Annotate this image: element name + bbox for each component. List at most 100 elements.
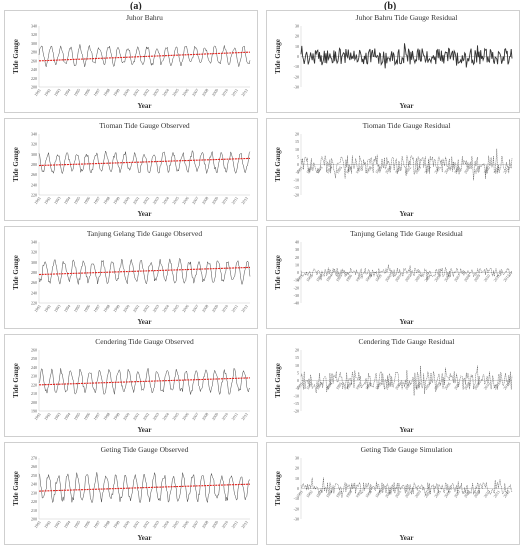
x-tick-label: 2009 <box>211 520 220 529</box>
y-tick-label: 320 <box>31 250 37 255</box>
y-tick-label: 300 <box>31 152 37 157</box>
x-tick-label: 1994 <box>63 520 72 529</box>
x-tick-label: 2009 <box>473 165 482 174</box>
y-tick-label: 20 <box>295 34 299 39</box>
x-axis-label: Year <box>400 102 414 110</box>
chart-title: Tanjung Gelang Tide Gauge Residual <box>350 229 463 238</box>
y-tick-label: -10 <box>294 393 299 398</box>
x-tick-label: 2012 <box>240 88 249 97</box>
x-tick-label: 2006 <box>443 165 452 174</box>
y-tick-label: -30 <box>294 85 299 90</box>
trend-line <box>38 377 251 386</box>
x-tick-label: 1993 <box>53 520 62 529</box>
x-tick-label: 2003 <box>413 165 422 174</box>
chart-title: Juhor Bahru <box>126 13 163 22</box>
x-tick-label: 1994 <box>63 196 72 205</box>
x-tick-label: 2012 <box>240 520 249 529</box>
x-tick-label: 2005 <box>433 381 442 390</box>
x-tick-label: 2004 <box>161 520 170 529</box>
y-tick-label: -10 <box>294 496 299 501</box>
chart-title: Tanjung Gelang Tide Gauge Observed <box>87 229 203 238</box>
x-tick-label: 2002 <box>142 88 151 97</box>
y-axis-label: Tide Gauge <box>12 363 20 398</box>
chart-title: Juhor Bahru Tide Gauge Residual <box>356 13 458 22</box>
x-tick-label: 2008 <box>463 273 472 282</box>
y-tick-label: 0 <box>297 270 299 275</box>
x-tick-label: 1999 <box>112 88 121 97</box>
x-tick-label: 2008 <box>463 165 472 174</box>
y-tick-label: 210 <box>31 508 37 513</box>
y-tick-label: 230 <box>31 490 37 495</box>
x-tick-label: 2004 <box>161 196 170 205</box>
x-tick-label: 1997 <box>354 273 363 282</box>
chart-panel: Geting Tide Gauge Observed Tide Gauge Year… <box>4 442 258 545</box>
x-tick-label: 1991 <box>33 196 42 205</box>
chart-panel: Juhor Bahru Tide Gauge Year 200 220 240 260 280… <box>4 10 258 113</box>
y-tick-label: 0 <box>297 54 299 59</box>
x-tick-label: 2000 <box>384 489 393 498</box>
x-tick-label: 2012 <box>240 412 249 421</box>
x-tick-label: 2002 <box>142 304 151 313</box>
x-tick-label: 1999 <box>374 489 383 498</box>
y-tick-label: -20 <box>294 193 299 198</box>
x-tick-label: 2009 <box>211 412 220 421</box>
x-tick-label: 2008 <box>463 489 472 498</box>
observed-line <box>38 367 251 396</box>
y-tick-label: -10 <box>294 177 299 182</box>
x-tick-label: 2006 <box>181 196 190 205</box>
x-tick-label: 2001 <box>132 520 141 529</box>
x-tick-label: 2005 <box>171 196 180 205</box>
x-axis-label: Year <box>400 210 414 218</box>
x-tick-label: 2008 <box>201 196 210 205</box>
y-tick-label: 340 <box>31 24 37 29</box>
x-tick-label: 2003 <box>413 381 422 390</box>
y-tick-label: 250 <box>31 356 37 361</box>
y-axis-label: Tide Gauge <box>12 39 20 74</box>
column-label-a: (a) <box>130 1 142 12</box>
x-tick-label: 2009 <box>473 273 482 282</box>
x-tick-label: 2004 <box>161 304 170 313</box>
x-tick-label: 1994 <box>325 165 334 174</box>
y-tick-label: 20 <box>295 348 299 353</box>
x-tick-label: 2005 <box>433 489 442 498</box>
x-tick-label: 2007 <box>191 88 200 97</box>
y-tick-label: -20 <box>294 74 299 79</box>
x-tick-label: 1998 <box>364 165 373 174</box>
x-tick-label: 2012 <box>502 381 511 390</box>
residual-line <box>300 43 513 69</box>
y-tick-label: 280 <box>31 50 37 55</box>
y-axis-label: Tide Gauge <box>12 147 20 182</box>
x-tick-label: 2001 <box>132 88 141 97</box>
x-tick-label: 2004 <box>423 165 432 174</box>
x-tick-label: 1995 <box>335 381 344 390</box>
y-tick-label: 240 <box>31 482 37 487</box>
x-axis-label: Year <box>138 426 152 434</box>
y-tick-label: 0 <box>297 162 299 167</box>
x-tick-label: 1993 <box>53 304 62 313</box>
x-tick-label: 2004 <box>423 489 432 498</box>
x-tick-label: 2002 <box>142 412 151 421</box>
x-axis-label: Year <box>400 534 414 542</box>
x-tick-label: 1997 <box>354 381 363 390</box>
x-tick-label: 2012 <box>502 489 511 498</box>
x-tick-label: 2001 <box>394 273 403 282</box>
y-axis-label: Tide Gauge <box>12 471 20 506</box>
y-tick-label: 10 <box>295 44 299 49</box>
x-tick-label: 1994 <box>325 489 334 498</box>
y-tick-label: 0 <box>297 378 299 383</box>
y-tick-label: -5 <box>296 170 299 175</box>
residual-line <box>300 264 513 281</box>
x-tick-label: 1997 <box>354 489 363 498</box>
x-tick-label: 1997 <box>92 88 101 97</box>
x-tick-label: 2012 <box>240 304 249 313</box>
x-tick-label: 1999 <box>112 520 121 529</box>
chart-svg: Juhor Bahru Tide Gauge Residual Tide Gaug… <box>274 13 513 110</box>
x-tick-label: 2008 <box>201 412 210 421</box>
y-tick-label: -5 <box>296 386 299 391</box>
chart-panel: Cendering Tide Gauge Residual Tide Gauge Y… <box>266 334 520 437</box>
x-tick-label: 1991 <box>33 520 42 529</box>
x-tick-label: 1999 <box>112 304 121 313</box>
y-tick-label: 240 <box>31 365 37 370</box>
x-tick-label: 1992 <box>43 412 52 421</box>
x-tick-label: 1998 <box>364 381 373 390</box>
